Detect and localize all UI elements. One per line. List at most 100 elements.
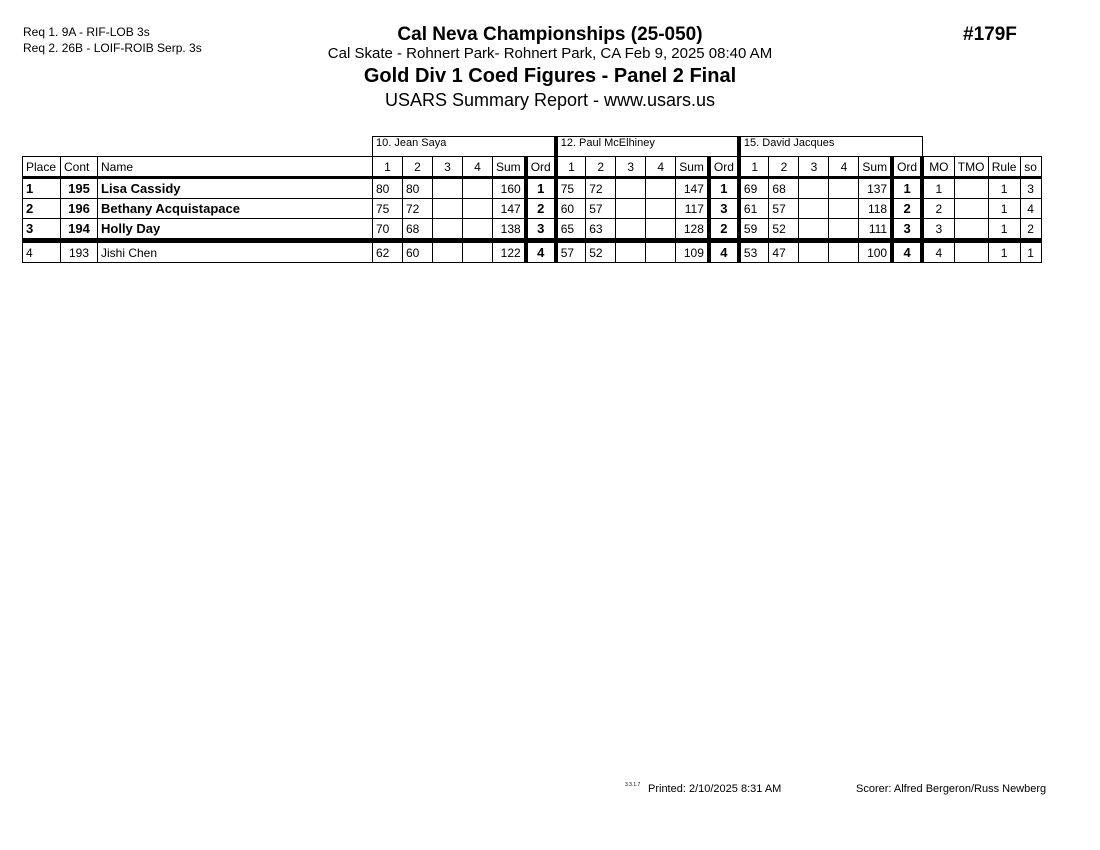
figure-score xyxy=(645,198,677,219)
figure-score xyxy=(828,240,860,263)
figure-score: 53 xyxy=(736,240,770,263)
table-row: 3 194 Holly Day 70 68 138 3 65 63 128 2 59 52 111 3 3 1 2 xyxy=(22,218,1042,243)
figure-score: 52 xyxy=(768,218,800,243)
total-majority-ordinal xyxy=(953,198,989,219)
judge-sum: 137 xyxy=(858,177,893,199)
event-title: Cal Neva Championships (25-050) xyxy=(397,24,703,45)
figure-score: 57 xyxy=(585,198,617,219)
report-title: USARS Summary Report - www.usars.us xyxy=(384,90,716,110)
figure-score: 52 xyxy=(585,240,617,263)
judge-ordinal: 2 xyxy=(890,198,923,219)
header-rule: Rule xyxy=(987,156,1021,179)
judge-ordinal: 4 xyxy=(523,240,557,263)
figure-score: 57 xyxy=(553,240,587,263)
skater-name: Lisa Cassidy xyxy=(97,177,373,199)
contestant-number: 196 xyxy=(60,198,98,219)
figure-score xyxy=(615,198,647,219)
figure-score xyxy=(798,198,830,219)
figure-score: 65 xyxy=(553,218,587,243)
figure-score: 70 xyxy=(372,218,403,243)
judge-ordinal: 3 xyxy=(890,218,923,243)
place: 2 xyxy=(22,198,61,219)
figure-score xyxy=(432,218,463,243)
figure-score: 72 xyxy=(402,198,433,219)
table-row: 4 193 Jishi Chen 62 60 122 4 57 52 109 4 53 47 100 4 4 1… xyxy=(22,240,1042,263)
header-figure: 2 xyxy=(402,156,433,179)
spacer xyxy=(921,136,1042,157)
judge-sum: 109 xyxy=(675,240,710,263)
judge-sum: 147 xyxy=(491,198,527,219)
judge-name: 12. Paul McElhiney xyxy=(553,136,740,157)
judge-sum: 100 xyxy=(858,240,893,263)
header-figure: 2 xyxy=(585,156,617,179)
judge-ordinal: 2 xyxy=(523,198,557,219)
header-tmo: TMO xyxy=(953,156,989,179)
header-cont: Cont xyxy=(60,156,98,179)
header-sum: Sum xyxy=(675,156,710,179)
figure-score: 75 xyxy=(372,198,403,219)
header-figure: 4 xyxy=(828,156,860,179)
column-header-row: Place Cont Name 1 2 3 4 Sum Ord 1 2 3 4 Sum Ord 1 2 3 4 Sum… xyxy=(22,156,1042,179)
judge-ordinal: 4 xyxy=(706,240,740,263)
figure-score: 80 xyxy=(372,177,403,199)
header-sum: Sum xyxy=(491,156,527,179)
judge-ordinal: 4 xyxy=(890,240,923,263)
total-majority-ordinal xyxy=(953,177,989,199)
header-place: Place xyxy=(22,156,61,179)
header-name: Name xyxy=(97,156,373,179)
header-ord: Ord xyxy=(706,156,740,179)
rule: 1 xyxy=(987,177,1021,199)
judge-ordinal: 1 xyxy=(523,177,557,199)
rule: 1 xyxy=(987,198,1021,219)
sum-of-ordinals: 2 xyxy=(1019,218,1042,243)
contestant-number: 193 xyxy=(60,240,98,263)
event-number: #179F xyxy=(963,24,1017,45)
skater-name: Holly Day xyxy=(97,218,373,243)
requirement-2: Req 2. 26B - LOIF-ROIB Serp. 3s xyxy=(23,41,202,55)
header-mo: MO xyxy=(920,156,955,179)
header-figure: 4 xyxy=(645,156,677,179)
skater-name: Bethany Acquistapace xyxy=(97,198,373,219)
figure-score: 59 xyxy=(736,218,770,243)
division-title: Gold Div 1 Coed Figures - Panel 2 Final xyxy=(363,65,737,87)
figure-score xyxy=(432,198,463,219)
figure-score xyxy=(432,177,463,199)
place: 1 xyxy=(22,177,61,199)
place: 3 xyxy=(22,218,61,243)
figure-score xyxy=(462,198,493,219)
figure-score xyxy=(645,240,677,263)
majority-ordinal: 3 xyxy=(920,218,955,243)
figure-score xyxy=(462,177,493,199)
figure-score xyxy=(432,240,463,263)
place: 4 xyxy=(22,240,61,263)
header-figure: 2 xyxy=(768,156,800,179)
judge-header-row: 10. Jean Saya 12. Paul McElhiney 15. David… xyxy=(23,136,1042,157)
figure-score xyxy=(798,218,830,243)
judge-ordinal: 3 xyxy=(706,198,740,219)
event-location: Cal Skate - Rohnert Park- Rohnert Park, … xyxy=(327,45,773,62)
judge-sum: 147 xyxy=(675,177,710,199)
figure-score: 61 xyxy=(736,198,770,219)
figure-score xyxy=(798,240,830,263)
header-figure: 4 xyxy=(462,156,493,179)
judge-ordinal: 3 xyxy=(523,218,557,243)
figure-score: 72 xyxy=(585,177,617,199)
skater-name: Jishi Chen xyxy=(97,240,373,263)
spacer xyxy=(23,137,373,157)
sum-of-ordinals: 3 xyxy=(1019,177,1042,199)
judge-sum: 138 xyxy=(491,218,527,243)
figure-score xyxy=(828,198,860,219)
majority-ordinal: 2 xyxy=(920,198,955,219)
header-figure: 1 xyxy=(736,156,770,179)
header-figure: 3 xyxy=(615,156,647,179)
sum-of-ordinals: 1 xyxy=(1019,240,1042,263)
total-majority-ordinal xyxy=(953,240,989,263)
judge-sum: 122 xyxy=(491,240,527,263)
majority-ordinal: 4 xyxy=(920,240,955,263)
figure-score xyxy=(798,177,830,199)
figure-score: 62 xyxy=(372,240,403,263)
contestant-number: 194 xyxy=(60,218,98,243)
judge-sum: 160 xyxy=(491,177,527,199)
figure-score xyxy=(645,177,677,199)
judge-sum: 118 xyxy=(858,198,893,219)
